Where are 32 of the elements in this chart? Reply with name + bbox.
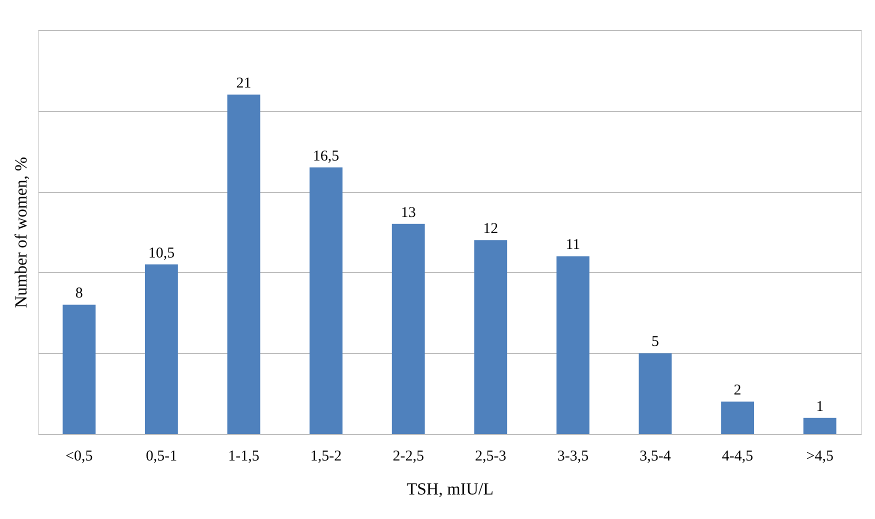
x-tick-label: 1-1,5	[228, 448, 260, 464]
data-label: 21	[236, 76, 252, 92]
bar	[144, 264, 178, 434]
data-label: 13	[400, 204, 416, 221]
x-tick-label: 0,5-1	[146, 448, 178, 464]
x-tick-label: 3,5-4	[640, 448, 672, 464]
x-tick-label: >4,5	[806, 448, 834, 464]
x-tick-label: 4-4,5	[722, 448, 754, 464]
x-tick-label: 2-2,5	[392, 448, 424, 464]
data-label: 2	[734, 382, 742, 399]
bar	[803, 418, 836, 434]
data-label: 8	[75, 286, 83, 302]
x-tick-label: 1,5-2	[310, 448, 342, 464]
bar	[392, 224, 425, 434]
data-label: 1	[816, 398, 824, 415]
data-label: 16,5	[312, 148, 340, 164]
bar	[474, 240, 508, 434]
data-label: 5	[652, 334, 659, 350]
bar	[721, 402, 754, 434]
x-tick-label: 3-3,5	[557, 448, 589, 464]
bar	[62, 304, 96, 434]
bar	[638, 353, 672, 434]
bar	[227, 94, 260, 434]
x-tick-label: 2,5-3	[475, 448, 506, 464]
data-label: 10,5	[148, 245, 175, 262]
data-label: 12	[483, 221, 498, 238]
y-axis-title: Number of women, %	[12, 156, 30, 308]
x-tick-label: <0,5	[66, 448, 93, 464]
x-axis-title: TSH, mIU/L	[406, 480, 494, 498]
data-label: 11	[566, 237, 580, 254]
bar	[310, 167, 343, 434]
bar	[556, 256, 590, 434]
